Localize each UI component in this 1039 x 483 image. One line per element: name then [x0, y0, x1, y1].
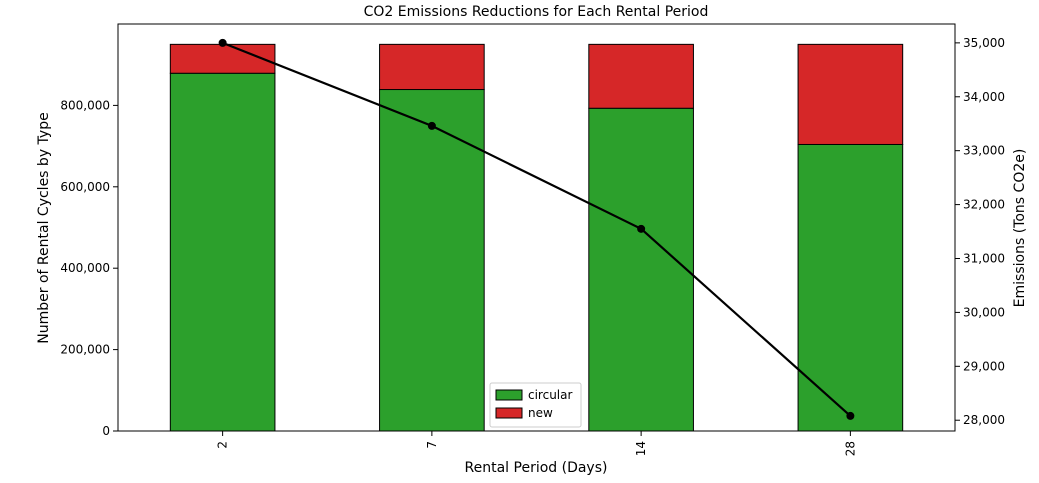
emissions-point-2: [218, 38, 227, 47]
x-tick-label: 14: [634, 441, 648, 456]
x-tick-label: 7: [425, 441, 439, 449]
emissions-line: [222, 41, 852, 417]
y2-tick-label: 35,000: [963, 36, 1005, 50]
legend-label-new: new: [528, 406, 553, 420]
legend-swatch-new: [495, 407, 523, 419]
y-tick-label: 200,000: [60, 343, 110, 357]
y-tick-label: 600,000: [60, 180, 110, 194]
y2-tick-label: 29,000: [963, 359, 1005, 373]
bar-new-28: [797, 43, 904, 145]
chart-title: CO2 Emissions Reductions for Each Rental…: [364, 4, 709, 20]
bar-circular-7: [379, 89, 485, 432]
bar-new-14: [588, 43, 694, 109]
y2-tick-label: 34,000: [963, 90, 1005, 104]
y-axis-title: Number of Rental Cycles by Type: [36, 112, 52, 343]
y2-tick-label: 28,000: [963, 413, 1005, 427]
bar-circular-28: [797, 143, 904, 432]
y-tick-label: 800,000: [60, 98, 110, 112]
y2-tick-label: 32,000: [963, 198, 1005, 212]
x-tick-label: 28: [843, 441, 857, 456]
y2-axis-title: Emissions (Tons CO2e): [1012, 149, 1028, 308]
y-tick-label: 0: [102, 424, 110, 438]
plot-frame: [117, 23, 956, 432]
legend-swatch-circular: [495, 389, 523, 401]
y-tick-label: 400,000: [60, 261, 110, 275]
bar-circular-14: [588, 107, 694, 432]
plot-area: 0 200,000 400,000 600,000 800,000 28,000 29,00…: [60, 23, 1005, 456]
y2-tick-label: 31,000: [963, 251, 1005, 265]
y2-tick-label: 33,000: [963, 144, 1005, 158]
bar-new-2: [169, 43, 276, 74]
y2-tick-label: 30,000: [963, 305, 1005, 319]
bar-new-7: [379, 43, 485, 91]
x-tick-label: 2: [216, 441, 230, 449]
emissions-point-28: [846, 411, 855, 420]
emissions-point-7: [427, 121, 436, 130]
emissions-point-14: [637, 224, 646, 233]
bar-circular-2: [169, 72, 276, 432]
x-axis-title: Rental Period (Days): [465, 460, 608, 476]
legend-label-circular: circular: [528, 388, 572, 402]
